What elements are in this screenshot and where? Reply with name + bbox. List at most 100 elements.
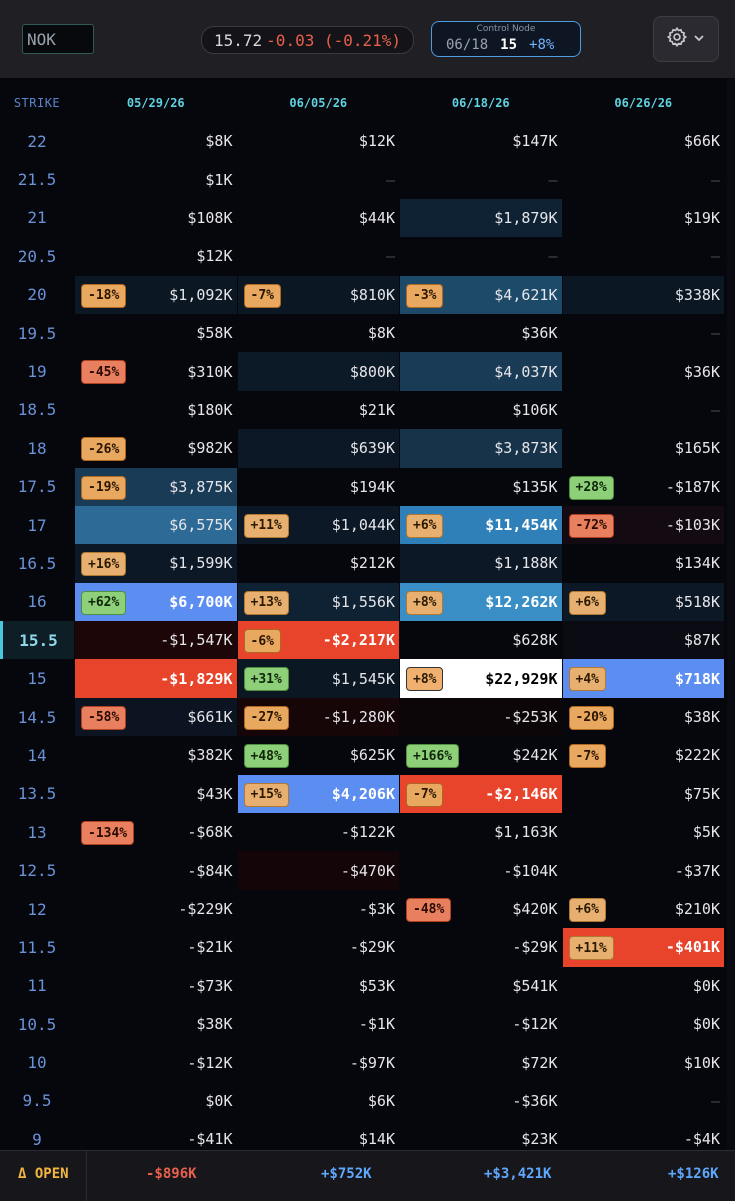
exposure-cell[interactable]: -$73K	[75, 967, 237, 1005]
exposure-cell[interactable]: –	[563, 1082, 725, 1120]
exposure-cell[interactable]: -$12K	[75, 1043, 237, 1081]
exposure-cell[interactable]: $628K	[400, 621, 562, 659]
exposure-cell[interactable]: -$12K	[400, 1005, 562, 1043]
exposure-cell[interactable]: $165K	[563, 429, 725, 467]
exposure-cell[interactable]: -$29K	[400, 928, 562, 966]
exposure-cell[interactable]: $180K	[75, 391, 237, 429]
exposure-cell[interactable]: $1,163K	[400, 813, 562, 851]
exposure-cell[interactable]: $3,873K	[400, 429, 562, 468]
exposure-cell[interactable]: -$84K	[75, 851, 237, 889]
exposure-cell[interactable]: $639K	[237, 429, 399, 468]
exposure-cell[interactable]: +166% $242K	[400, 736, 562, 774]
exposure-cell[interactable]: -$29K	[238, 928, 400, 966]
exposure-cell[interactable]: +48% $625K	[238, 736, 400, 774]
exposure-cell[interactable]: $53K	[238, 967, 400, 1005]
exposure-cell[interactable]: –	[563, 391, 725, 429]
exposure-cell[interactable]: –	[400, 237, 562, 275]
exposure-cell[interactable]: $19K	[563, 199, 725, 237]
exposure-cell[interactable]: -134% -$68K	[75, 813, 237, 851]
exposure-cell[interactable]: $338K	[562, 275, 724, 314]
exposure-cell[interactable]: +6% $518K	[562, 582, 724, 622]
control-node-selector[interactable]: Control Node 06/18 15 +8%	[431, 21, 581, 57]
exposure-cell[interactable]: –	[563, 314, 725, 352]
exposure-cell[interactable]: -$1,829K	[75, 659, 237, 698]
exposure-cell[interactable]: +28% -$187K	[563, 468, 725, 506]
exposure-cell[interactable]: -20% $38K	[563, 698, 725, 736]
exposure-cell[interactable]: $1,879K	[400, 198, 562, 238]
exposure-cell[interactable]: $36K	[400, 314, 562, 352]
exposure-cell[interactable]: -27% -$1,280K	[237, 697, 399, 737]
exposure-cell[interactable]: -$97K	[238, 1043, 400, 1081]
exposure-cell[interactable]: -26% $982K	[75, 429, 237, 467]
exposure-cell[interactable]: $106K	[400, 391, 562, 429]
exposure-cell[interactable]: +11% -$401K	[562, 928, 724, 967]
exposure-cell[interactable]: -7% $222K	[563, 736, 725, 774]
exposure-cell[interactable]: -$229K	[75, 890, 237, 928]
date-header[interactable]: 06/18/26	[451, 96, 510, 110]
exposure-cell[interactable]: -72% -$103K	[562, 505, 724, 545]
date-header[interactable]: 06/05/26	[289, 96, 348, 110]
exposure-cell[interactable]: $108K	[75, 199, 237, 237]
exposure-cell[interactable]: -$122K	[238, 813, 400, 851]
exposure-cell[interactable]: +31% $1,545K	[237, 659, 399, 698]
exposure-cell[interactable]: $0K	[563, 1005, 725, 1043]
exposure-cell[interactable]: +16% $1,599K	[75, 544, 237, 583]
exposure-cell[interactable]: -$4K	[563, 1120, 725, 1150]
exposure-cell[interactable]: $58K	[75, 314, 237, 352]
exposure-cell[interactable]: -$104K	[400, 851, 562, 889]
exposure-cell[interactable]: –	[563, 160, 725, 198]
exposure-cell[interactable]: +8% $12,262K	[400, 582, 562, 622]
exposure-cell[interactable]: $72K	[400, 1043, 562, 1081]
scrollbar[interactable]	[727, 78, 735, 1150]
exposure-cell[interactable]: $800K	[237, 352, 399, 391]
date-header[interactable]: 05/29/26	[126, 96, 185, 110]
exposure-cell[interactable]: -$1,547K	[75, 621, 237, 660]
exposure-cell[interactable]: $194K	[238, 468, 400, 506]
exposure-cell[interactable]: $212K	[238, 544, 400, 582]
exposure-cell[interactable]: $8K	[75, 122, 237, 160]
exposure-cell[interactable]: $43K	[75, 775, 237, 813]
exposure-cell[interactable]: $134K	[563, 544, 725, 582]
exposure-cell[interactable]: $0K	[75, 1082, 237, 1120]
exposure-cell[interactable]: $8K	[238, 314, 400, 352]
exposure-cell[interactable]: $12K	[238, 122, 400, 160]
exposure-cell[interactable]: -7% $810K	[237, 275, 399, 314]
exposure-cell[interactable]: $75K	[563, 775, 725, 813]
exposure-cell[interactable]: $0K	[563, 967, 725, 1005]
exposure-cell[interactable]: –	[563, 237, 725, 275]
exposure-cell[interactable]: $147K	[400, 122, 562, 160]
exposure-cell[interactable]: $1K	[75, 160, 237, 198]
exposure-cell[interactable]: +6% $11,454K	[400, 505, 562, 545]
exposure-cell[interactable]: +11% $1,044K	[237, 505, 399, 545]
exposure-cell[interactable]: -19% $3,875K	[75, 467, 237, 506]
exposure-cell[interactable]: -$41K	[75, 1120, 237, 1150]
exposure-cell[interactable]: -$21K	[75, 928, 237, 966]
exposure-cell[interactable]: $4,037K	[400, 352, 562, 391]
date-header[interactable]: 06/26/26	[614, 96, 673, 110]
exposure-cell[interactable]: $6,575K	[75, 505, 237, 545]
exposure-cell[interactable]: -$470K	[237, 851, 399, 890]
exposure-cell[interactable]: $1,188K	[400, 544, 562, 583]
exposure-cell[interactable]: -$1K	[238, 1005, 400, 1043]
exposure-cell[interactable]: +62% $6,700K	[75, 582, 237, 622]
exposure-cell[interactable]: –	[400, 160, 562, 198]
exposure-cell[interactable]: +4% $718K	[562, 659, 724, 698]
exposure-cell[interactable]: $12K	[75, 237, 237, 275]
exposure-cell[interactable]: $135K	[400, 468, 562, 506]
exposure-cell[interactable]: +15% $4,206K	[237, 774, 399, 814]
exposure-cell[interactable]: $6K	[238, 1082, 400, 1120]
exposure-cell[interactable]: $541K	[400, 967, 562, 1005]
exposure-cell[interactable]: +6% $210K	[563, 890, 725, 928]
exposure-cell[interactable]: -45% $310K	[75, 352, 237, 390]
exposure-cell[interactable]: -3% $4,621K	[400, 275, 562, 314]
ticker-input[interactable]: NOK	[22, 24, 94, 54]
exposure-cell[interactable]: $38K	[75, 1005, 237, 1043]
exposure-cell[interactable]: -18% $1,092K	[75, 275, 237, 314]
exposure-cell[interactable]: $21K	[238, 391, 400, 429]
exposure-cell[interactable]: –	[238, 160, 400, 198]
exposure-cell[interactable]: -7% -$2,146K	[400, 774, 562, 814]
exposure-cell[interactable]: –	[238, 237, 400, 275]
exposure-cell[interactable]: $382K	[75, 736, 237, 774]
exposure-cell[interactable]: +13% $1,556K	[237, 582, 399, 622]
exposure-cell[interactable]: -58% $661K	[75, 697, 237, 737]
